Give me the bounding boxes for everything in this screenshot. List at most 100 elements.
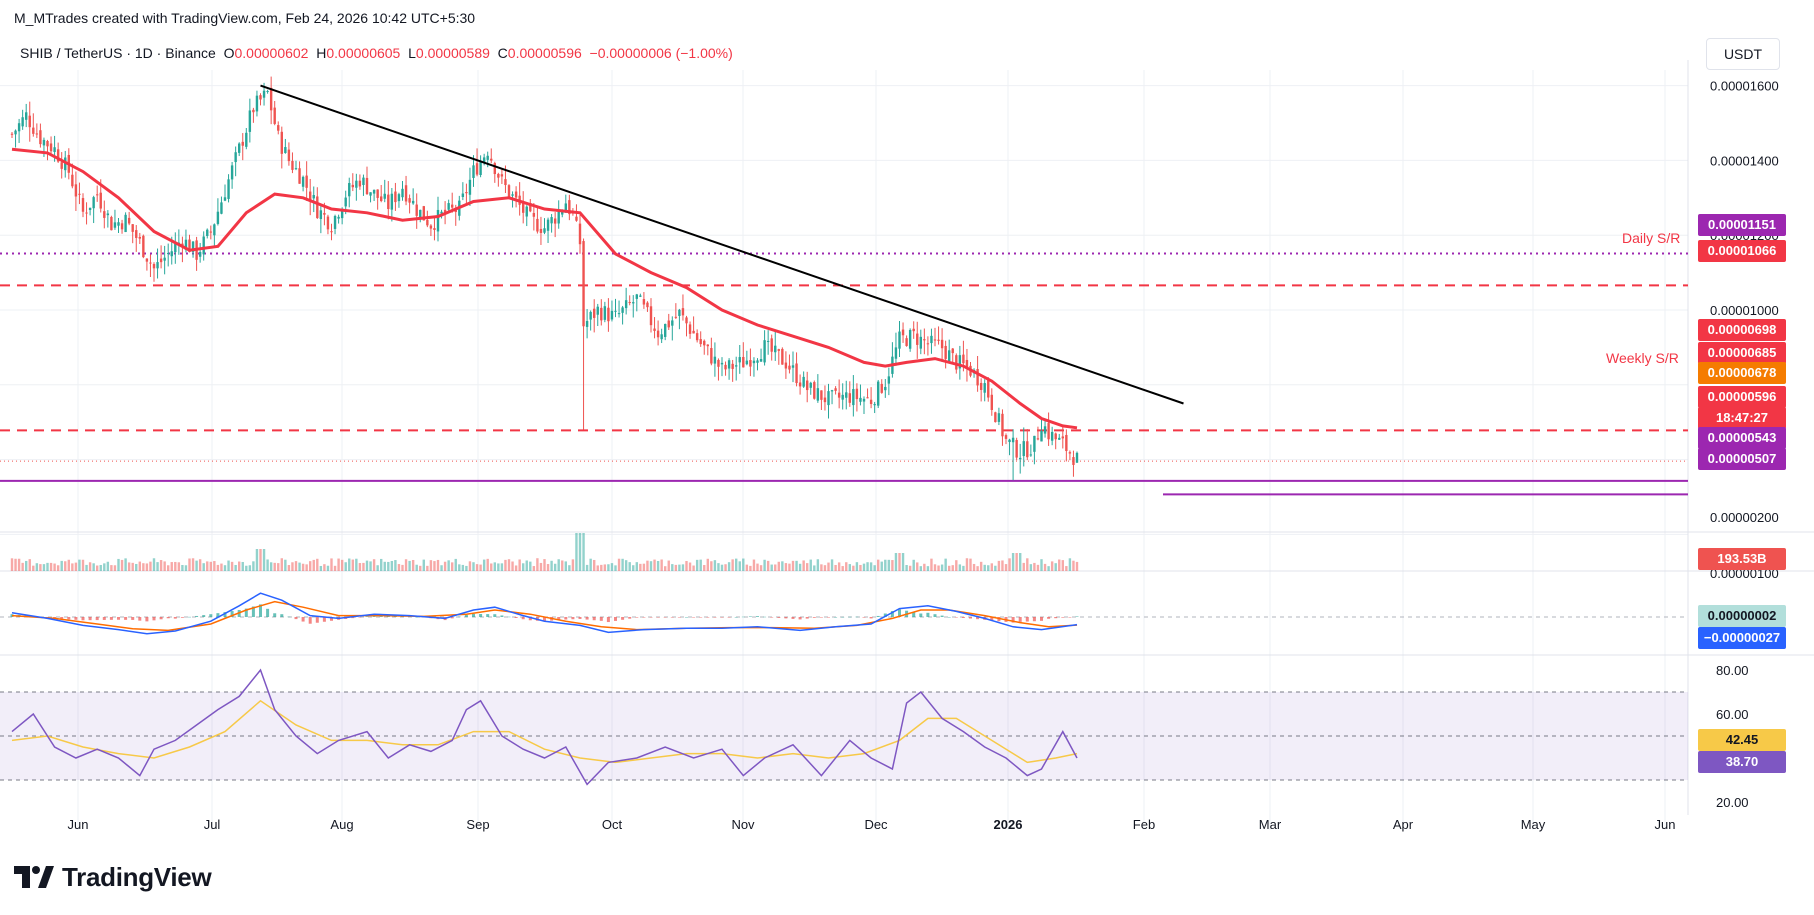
volume-bar xyxy=(120,559,124,571)
macd-histogram-bar xyxy=(599,617,603,621)
candle-body xyxy=(35,133,39,135)
volume-bar xyxy=(220,563,223,571)
currency-selector[interactable]: USDT xyxy=(1706,38,1780,70)
candle-body xyxy=(255,95,259,112)
volume-bar xyxy=(42,564,46,571)
candle-body xyxy=(585,321,589,327)
macd-histogram-bar xyxy=(578,617,582,619)
macd-histogram-bar xyxy=(507,616,511,618)
candle-body xyxy=(845,392,848,398)
candle-body xyxy=(490,158,493,161)
macd-histogram-bar xyxy=(450,617,454,619)
candle-body xyxy=(642,299,646,305)
macd-histogram-bar xyxy=(770,617,774,618)
volume-bar xyxy=(436,559,440,571)
x-tick-label: Jun xyxy=(68,817,89,832)
candle-body xyxy=(862,398,866,402)
candle-body xyxy=(727,360,731,369)
candle-body xyxy=(184,239,188,250)
volume-bar xyxy=(624,560,628,571)
volume-bar xyxy=(614,565,617,571)
volume-bar xyxy=(837,562,841,571)
candle-body xyxy=(401,188,404,198)
macd-histogram-bar xyxy=(976,617,980,620)
candle-body xyxy=(557,211,560,224)
candle-body xyxy=(635,294,638,299)
price-badge: 0.00000698 xyxy=(1698,319,1786,341)
volume-bar xyxy=(724,564,727,571)
candle-body xyxy=(1061,436,1064,439)
candle-body xyxy=(759,359,763,362)
macd-histogram-bar xyxy=(1061,617,1065,618)
macd-histogram-bar xyxy=(692,617,696,618)
candle-body xyxy=(738,357,741,363)
daily-sr-annotation: Daily S/R xyxy=(1622,230,1680,246)
candle-body xyxy=(855,388,859,400)
candle-body xyxy=(550,217,553,224)
weekly-sr-annotation: Weekly S/R xyxy=(1606,350,1679,366)
macd-histogram-bar xyxy=(173,617,177,619)
candle-body xyxy=(752,360,756,364)
macd-histogram-bar xyxy=(301,617,305,622)
volume-bar xyxy=(468,561,472,571)
volume-bar xyxy=(845,562,848,571)
candle-body xyxy=(390,193,394,210)
price-tick-label: 0.00001400 xyxy=(1710,153,1779,168)
volume-bar xyxy=(756,563,759,571)
candle-body xyxy=(380,196,383,202)
volume-bar xyxy=(248,565,252,571)
macd-histogram-bar xyxy=(933,614,937,617)
candle-body xyxy=(987,379,990,398)
volume-bar xyxy=(145,563,149,571)
volume-bar xyxy=(514,565,518,571)
candle-body xyxy=(976,369,979,386)
volume-bar xyxy=(472,562,475,571)
volume-bar xyxy=(522,563,525,571)
candle-body xyxy=(259,95,262,100)
volume-bar xyxy=(25,560,28,571)
x-tick-label: Mar xyxy=(1259,817,1282,832)
price-badge: 0.00000685 xyxy=(1698,342,1786,364)
candle-body xyxy=(656,330,660,338)
candle-body xyxy=(42,139,46,146)
macd-histogram-bar xyxy=(947,617,951,618)
candle-body xyxy=(553,218,557,224)
candle-body xyxy=(135,230,138,238)
symbol-legend[interactable]: SHIB / TetherUS · 1D · Binance O0.000006… xyxy=(20,45,733,61)
macd-histogram-bar xyxy=(862,617,866,618)
volume-bar xyxy=(955,560,958,571)
volume-bar xyxy=(859,564,862,571)
macd-histogram-bar xyxy=(152,617,156,621)
price-tick-label: 0.00000200 xyxy=(1710,510,1779,525)
macd-value-badge: −0.00000027 xyxy=(1698,627,1786,649)
macd-histogram-bar xyxy=(1025,617,1029,622)
volume-bar xyxy=(529,561,532,571)
candle-body xyxy=(493,163,496,175)
macd-histogram-bar xyxy=(464,614,468,617)
volume-bar xyxy=(71,563,74,571)
descending-trendline xyxy=(260,84,1184,405)
volume-bar xyxy=(671,564,674,571)
macd-histogram-bar xyxy=(287,616,291,618)
volume-bar xyxy=(806,563,809,571)
volume-bar xyxy=(117,558,120,571)
macd-histogram-bar xyxy=(95,617,99,621)
volume-bar xyxy=(862,563,866,571)
tradingview-logo[interactable]: TradingView xyxy=(14,862,212,892)
volume-bar xyxy=(979,561,983,571)
candle-body xyxy=(1015,439,1018,458)
volume-bar xyxy=(543,559,546,571)
macd-histogram-bar xyxy=(457,616,461,618)
volume-bar xyxy=(113,565,117,571)
macd-histogram-bar xyxy=(117,617,120,620)
price-tick-label: 0.00001600 xyxy=(1710,79,1779,94)
volume-bar xyxy=(298,562,301,571)
volume-bar xyxy=(53,563,56,571)
candle-body xyxy=(426,219,429,226)
x-tick-label: Feb xyxy=(1133,817,1155,832)
volume-bar xyxy=(965,558,969,571)
candle-body xyxy=(415,204,418,216)
volume-bar xyxy=(131,562,134,571)
candle-body xyxy=(159,258,163,263)
